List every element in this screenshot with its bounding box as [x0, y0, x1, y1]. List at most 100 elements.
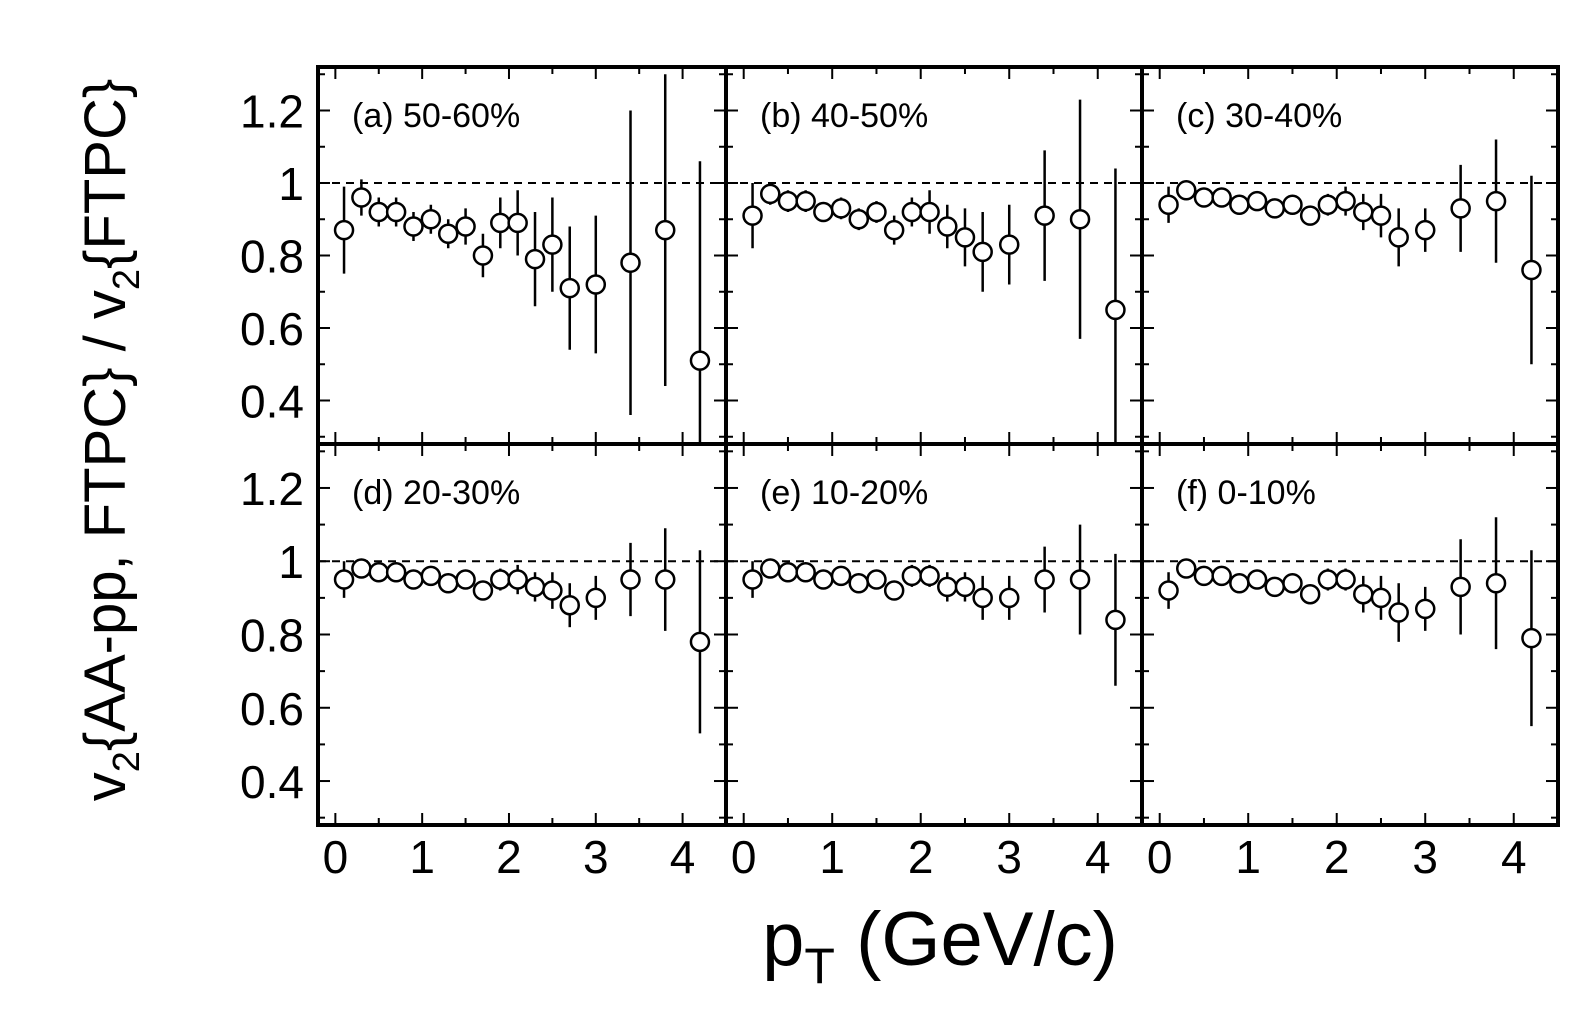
- data-point: [1370, 205, 1392, 226]
- data-point: [507, 212, 528, 234]
- data-point: [437, 223, 459, 244]
- data-point: [972, 241, 993, 263]
- data-point: [559, 277, 580, 299]
- data-point: [1450, 576, 1471, 598]
- y-axis-label-v: v: [73, 772, 138, 801]
- x-axis-label-unit: (GeV/c): [835, 897, 1118, 982]
- data-point: [472, 580, 494, 601]
- data-point: [559, 594, 580, 616]
- data-point: [1105, 609, 1126, 631]
- data-point: [1034, 569, 1055, 590]
- panel-e: 0 1 2 3 4 (e) 10-20%: [724, 442, 1144, 883]
- data-point: [1485, 190, 1507, 212]
- data-point: [1353, 201, 1374, 223]
- panel-d: 0.4 0.6 0.8 1 1.2 0 1 2 3 4 (d) 20-30%: [240, 442, 728, 883]
- data-point: [848, 572, 870, 594]
- data-point: [351, 187, 372, 208]
- data-point: [1485, 572, 1507, 594]
- data-point: [1193, 565, 1215, 587]
- data-point: [777, 561, 799, 583]
- data-point: [654, 219, 676, 241]
- x-tick-label: 4: [670, 831, 696, 883]
- data-point: [866, 569, 887, 590]
- data-point: [1414, 219, 1436, 241]
- y-tick-label: 0.8: [240, 610, 304, 662]
- y-tick-label: 1.2: [240, 463, 304, 515]
- data-points: [742, 524, 1126, 686]
- data-point: [1335, 569, 1356, 590]
- data-point: [866, 201, 887, 223]
- data-point: [620, 569, 641, 590]
- y-axis-label-sub1: 2: [106, 751, 148, 772]
- data-points: [333, 528, 711, 734]
- data-point: [368, 201, 390, 223]
- data-point: [1158, 194, 1179, 215]
- data-point: [1069, 209, 1091, 230]
- panel-label: (a) 50-60%: [352, 97, 520, 135]
- y-tick-label: 0.4: [240, 756, 304, 808]
- x-tick-label: 4: [1085, 831, 1111, 883]
- data-point: [490, 212, 511, 234]
- data-point: [795, 190, 816, 212]
- data-point: [333, 569, 355, 590]
- data-points: [333, 74, 711, 444]
- data-point: [777, 190, 799, 212]
- data-point: [437, 572, 459, 594]
- data-point: [972, 587, 993, 609]
- data-point: [830, 198, 852, 219]
- x-tick-label: 4: [1501, 831, 1527, 883]
- data-point: [403, 569, 424, 590]
- panel-f: 0 1 2 3 4 (f) 0-10%: [1140, 442, 1560, 883]
- data-point: [1353, 583, 1374, 605]
- data-point: [901, 565, 923, 587]
- data-point: [883, 219, 905, 241]
- data-point: [1176, 558, 1197, 579]
- data-point: [1282, 572, 1303, 594]
- data-point: [1450, 198, 1471, 219]
- y-tick-label: 0.8: [240, 231, 304, 283]
- data-point: [455, 216, 476, 237]
- y-tick-label: 0.6: [240, 683, 304, 735]
- data-point: [1229, 194, 1250, 215]
- x-tick-label: 0: [1147, 831, 1173, 883]
- data-point: [1176, 180, 1197, 201]
- x-tick-label: 1: [819, 831, 845, 883]
- data-point: [883, 580, 905, 601]
- data-points: [1158, 139, 1542, 365]
- data-points: [1158, 517, 1542, 727]
- data-point: [490, 569, 511, 590]
- data-point: [1317, 569, 1339, 590]
- x-axis-label: pT (GeV/c): [762, 897, 1118, 994]
- data-point: [1264, 576, 1286, 598]
- data-point: [585, 587, 607, 609]
- data-point: [742, 569, 763, 590]
- x-axis-label-main: p: [762, 897, 804, 982]
- panel-label: (f) 0-10%: [1176, 474, 1316, 512]
- panels-group: 0.4 0.6 0.8 1 1.2 (a) 50-60% (b) 40-50% (c) 30-…: [240, 65, 1560, 883]
- data-point: [1521, 627, 1542, 649]
- data-point: [351, 558, 372, 579]
- data-point: [1193, 187, 1215, 208]
- data-point: [1229, 572, 1250, 594]
- data-point: [585, 274, 607, 295]
- x-tick-label: 0: [731, 831, 757, 883]
- data-point: [472, 245, 494, 266]
- data-point: [760, 183, 781, 205]
- data-point: [368, 561, 390, 583]
- panel-c: (c) 30-40%: [1140, 65, 1560, 446]
- x-tick-label: 3: [583, 831, 609, 883]
- panel-a: 0.4 0.6 0.8 1 1.2 (a) 50-60%: [240, 65, 728, 446]
- x-tick-label: 1: [409, 831, 435, 883]
- y-axis-label-end: {FTPC}: [73, 79, 138, 269]
- data-point: [830, 565, 852, 587]
- data-point: [524, 576, 546, 598]
- data-point: [1521, 259, 1542, 281]
- data-point: [1388, 602, 1409, 623]
- data-point: [901, 201, 923, 223]
- data-point: [654, 569, 676, 590]
- data-point: [1264, 198, 1286, 219]
- data-point: [1299, 583, 1321, 605]
- data-point: [919, 201, 940, 223]
- data-point: [1211, 565, 1232, 587]
- y-axis-label-mid: {AA-pp, FTPC} / v: [73, 290, 138, 751]
